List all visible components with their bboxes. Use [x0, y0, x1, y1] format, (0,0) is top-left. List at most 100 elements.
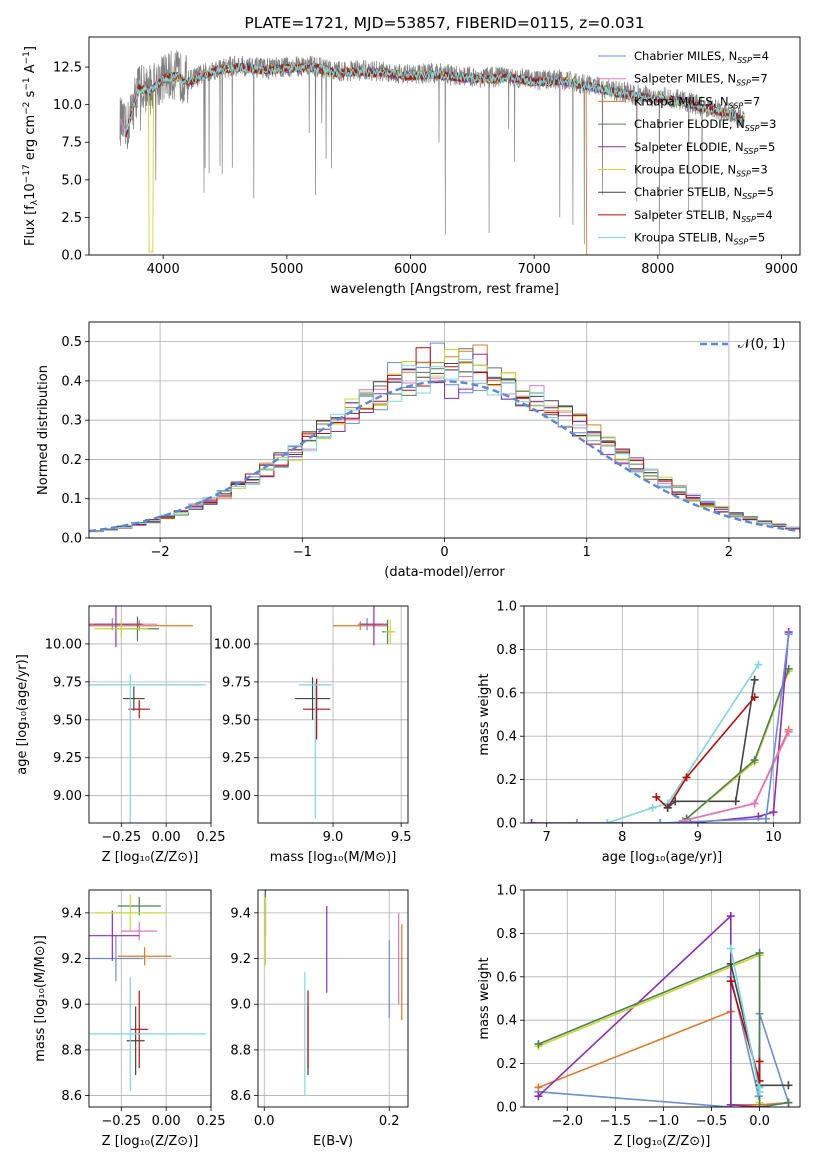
- y-axis-label: mass weight: [477, 957, 492, 1039]
- y-tick-label: 9.4: [230, 906, 251, 921]
- y-tick-label: 0.4: [496, 730, 517, 745]
- y-tick-label: 0.2: [61, 453, 82, 468]
- x-axis-label: Z [log₁₀(Z/Z⊙)]: [102, 850, 199, 865]
- y-tick-label: 8.6: [230, 1089, 251, 1104]
- x-tick-label: 7: [543, 830, 551, 845]
- axes-mass-vs-ebv: 0.0 0.2 8.6 8.8 9.0 9.2 9.4 E(B-V): [230, 890, 408, 1149]
- point-marker: [755, 1103, 764, 1107]
- y-tick-label: 9.50: [53, 713, 82, 728]
- legend-entry-part: SSP: [736, 79, 751, 88]
- y-axis-label-part: erg cm: [23, 115, 38, 164]
- y-axis-label-part: −1: [22, 51, 32, 64]
- point-marker: [784, 1081, 793, 1090]
- gaussian-curve: [89, 380, 800, 533]
- legend-entry-part: Kroupa STELIB, N: [634, 231, 734, 245]
- x-tick-label: 9: [694, 830, 702, 845]
- x-tick-label: 4000: [147, 262, 180, 277]
- x-tick-label: 0.2: [379, 1114, 400, 1129]
- legend-entry: Kroupa ELODIE, NSSP=3: [634, 163, 768, 179]
- y-tick-label: 9.00: [53, 789, 82, 804]
- point-marker: [755, 1057, 764, 1066]
- lines-weight-vs-age: [527, 628, 793, 823]
- axes-frame: [257, 889, 409, 1108]
- axes-frame: [523, 889, 801, 1108]
- x-tick-label: 0.0: [254, 1114, 275, 1129]
- legend-entry-part: =7: [751, 72, 768, 86]
- x-tick-label: 0: [440, 545, 448, 560]
- y-tick-label: 9.0: [61, 998, 82, 1013]
- legend-entry: Chabrier ELODIE, NSSP=3: [634, 117, 776, 133]
- axes-weight-vs-z: −2.0 −1.5 −1.0 −0.5 0.0 0.0 0.2 0.4 0.6 0.8 1.0 Z […: [496, 884, 800, 1149]
- y-tick-label: 9.2: [61, 952, 82, 967]
- legend-entry: 𝒩(0, 1): [738, 337, 785, 352]
- point-marker: [603, 819, 612, 823]
- point-marker: [755, 948, 764, 957]
- legend-entry-part: Chabrier STELIB, N: [634, 185, 742, 199]
- point-marker: [534, 1083, 543, 1092]
- legend-entry-part: Kroupa ELODIE, N: [634, 163, 736, 177]
- axes-age-vs-z: −0.25 0.00 0.25 9.00 9.25 9.50 9.75 10.00 Z [log…: [45, 606, 225, 865]
- y-tick-label: 9.0: [230, 998, 251, 1013]
- series-line: [538, 953, 761, 1103]
- y-tick-label: 0.3: [61, 414, 82, 429]
- axes-spectrum: 4000 5000 6000 7000 8000 9000 0.0 2.5 5.0 7.5 10.0…: [53, 61, 798, 297]
- point-marker: [572, 819, 581, 823]
- figure-title: PLATE=1721, MJD=53857, FIBERID=0115, z=0…: [244, 14, 644, 32]
- point-marker: [750, 675, 759, 684]
- legend-entry-part: =4: [752, 49, 769, 63]
- legend-entry: Kroupa MILES, NSSP=7: [634, 94, 760, 110]
- point-marker: [769, 808, 778, 817]
- x-tick-label: 0.25: [197, 1114, 226, 1129]
- x-axis-label: wavelength [Angstrom, rest frame]: [330, 282, 559, 297]
- y-tick-label: 0.1: [61, 492, 82, 507]
- x-tick-label: 8000: [641, 262, 674, 277]
- point-marker: [755, 1083, 764, 1092]
- x-tick-label: 0.00: [152, 830, 181, 845]
- y-tick-label: 9.75: [222, 675, 251, 690]
- legend-entry: Salpeter ELODIE, NSSP=5: [634, 140, 775, 156]
- x-tick-label: 0.0: [749, 1114, 770, 1129]
- legend-entry-part: Salpeter ELODIE, N: [634, 140, 744, 154]
- x-tick-label: −0.5: [696, 1114, 728, 1129]
- legend-entry-part: Chabrier MILES, N: [634, 49, 737, 63]
- point-marker: [534, 1092, 543, 1101]
- y-axis-label: Normed distribution: [36, 365, 51, 495]
- legend-entry-part: =5: [757, 185, 774, 199]
- point-marker: [726, 1100, 735, 1107]
- y-tick-label: 0.8: [496, 927, 517, 942]
- y-tick-label: 0.0: [61, 532, 82, 547]
- point-marker: [726, 912, 735, 921]
- model-spectrum: [125, 61, 588, 255]
- x-tick-label: −2.0: [551, 1114, 583, 1129]
- y-tick-label: 10.00: [45, 637, 82, 652]
- y-tick-label: 0.5: [61, 335, 82, 350]
- series-line: [537, 914, 760, 1107]
- point-marker: [726, 977, 735, 986]
- errorbars-mass-vs-z: [89, 894, 206, 1092]
- y-axis-label: mass [log₁₀(M/M⊙)]: [33, 935, 48, 1062]
- axes-frame: [523, 605, 801, 824]
- x-axis-label: mass [log₁₀(M/M⊙)]: [270, 850, 397, 865]
- x-tick-label: 2: [725, 545, 733, 560]
- legend-entry: Chabrier MILES, NSSP=4: [634, 49, 769, 65]
- legend-entry-part: SSP: [736, 170, 751, 179]
- axes-age-vs-mass: 9.0 9.5 9.00 9.25 9.50 9.75 10.00 mass [log₁₀(M…: [214, 606, 412, 865]
- errorbars-mass-vs-ebv: [264, 890, 403, 1096]
- x-tick-label: 9000: [765, 262, 798, 277]
- axes-frame: [88, 36, 801, 256]
- legend-entry-part: Kroupa MILES, N: [634, 94, 729, 108]
- x-tick-label: −0.25: [101, 830, 141, 845]
- legend-entry-part: =7: [743, 94, 760, 108]
- legend-entry-part: SSP: [745, 124, 760, 133]
- x-tick-label: 1: [583, 545, 591, 560]
- legend-entry-part: SSP: [741, 215, 756, 224]
- point-marker: [731, 797, 740, 806]
- y-tick-label: 0.4: [496, 1014, 517, 1029]
- y-tick-label: 0.2: [496, 773, 517, 788]
- x-axis-label: age [log₁₀(age/yr)]: [602, 850, 723, 865]
- x-tick-label: −0.25: [101, 1114, 141, 1129]
- point-marker: [754, 1092, 763, 1101]
- y-tick-label: 8.6: [61, 1089, 82, 1104]
- point-marker: [761, 814, 770, 823]
